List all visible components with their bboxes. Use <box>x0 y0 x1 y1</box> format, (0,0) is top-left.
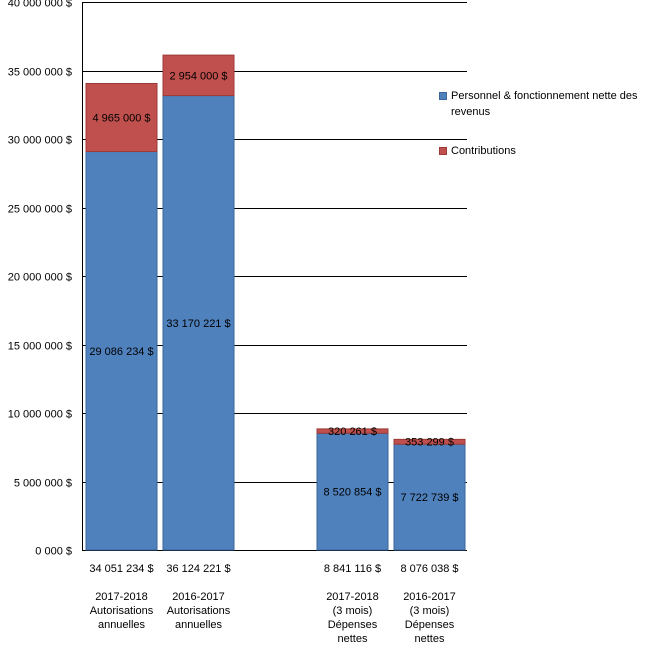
y-tick-label: 15 000 000 $ <box>8 341 72 353</box>
x-category-label: 2017-2018 <box>326 591 379 603</box>
bar-total-label: 36 124 221 $ <box>166 563 230 575</box>
x-category-label: Dépenses <box>328 619 378 631</box>
bar-segment-contributions <box>393 438 466 445</box>
data-label-contributions: 353 299 $ <box>405 436 454 448</box>
data-label-contributions: 320 261 $ <box>328 426 377 438</box>
data-label-contributions: 4 965 000 $ <box>92 113 150 125</box>
data-label-contributions: 2 954 000 $ <box>169 70 227 82</box>
y-tick-label: 35 000 000 $ <box>8 67 72 79</box>
y-tick-label: 30 000 000 $ <box>8 135 72 147</box>
chart-legend: Personnel & fonctionnement nette des rev… <box>438 88 662 182</box>
legend-label-contributions: Contributions <box>451 145 516 157</box>
x-category-label: 2017-2018 <box>95 591 148 603</box>
legend-swatch-contributions <box>439 147 447 155</box>
y-tick-label: 10 000 000 $ <box>8 409 72 421</box>
bar-segment-contributions <box>85 82 158 153</box>
bar-segment-contributions <box>162 54 235 97</box>
x-category-label: nettes <box>415 633 445 645</box>
x-category-label: (3 mois) <box>333 605 373 617</box>
x-category-label: 2016-2017 <box>172 591 225 603</box>
y-tick-label: 20 000 000 $ <box>8 272 72 284</box>
legend-swatch-personnel <box>439 92 447 100</box>
bar-total-label: 8 841 116 $ <box>324 563 381 575</box>
bar-total-label: 34 051 234 $ <box>89 563 153 575</box>
bar-total-label: 8 076 038 $ <box>400 563 458 575</box>
bar-segment-personnel <box>316 432 389 551</box>
x-category-label: Autorisations <box>90 605 154 617</box>
x-category-label: Dépenses <box>405 619 455 631</box>
x-category-label: (3 mois) <box>410 605 450 617</box>
x-category-label: Autorisations <box>167 605 231 617</box>
bar-segment-personnel <box>393 443 466 551</box>
y-tick-label: 40 000 000 $ <box>8 0 72 10</box>
y-tick-label: 5 000 000 $ <box>14 478 72 490</box>
data-label-personnel: 7 722 739 $ <box>400 492 458 504</box>
bar-segment-personnel <box>85 151 158 551</box>
bar-segment-contributions <box>316 428 389 434</box>
data-label-personnel: 8 520 854 $ <box>323 487 381 499</box>
bar-segment-personnel <box>162 95 235 551</box>
x-category-label: annuelles <box>98 619 146 631</box>
legend-label-personnel: Personnel & fonctionnement nette des rev… <box>451 90 638 118</box>
x-category-label: annuelles <box>175 619 223 631</box>
legend-item-personnel: Personnel & fonctionnement nette des rev… <box>438 88 662 120</box>
x-category-label: nettes <box>338 633 368 645</box>
y-tick-label: 25 000 000 $ <box>8 204 72 216</box>
x-category-label: 2016-2017 <box>403 591 456 603</box>
y-tick-label: 0 000 $ <box>35 546 72 558</box>
data-label-personnel: 33 170 221 $ <box>166 318 230 330</box>
data-label-personnel: 29 086 234 $ <box>89 346 153 358</box>
legend-item-contributions: Contributions <box>438 143 662 159</box>
